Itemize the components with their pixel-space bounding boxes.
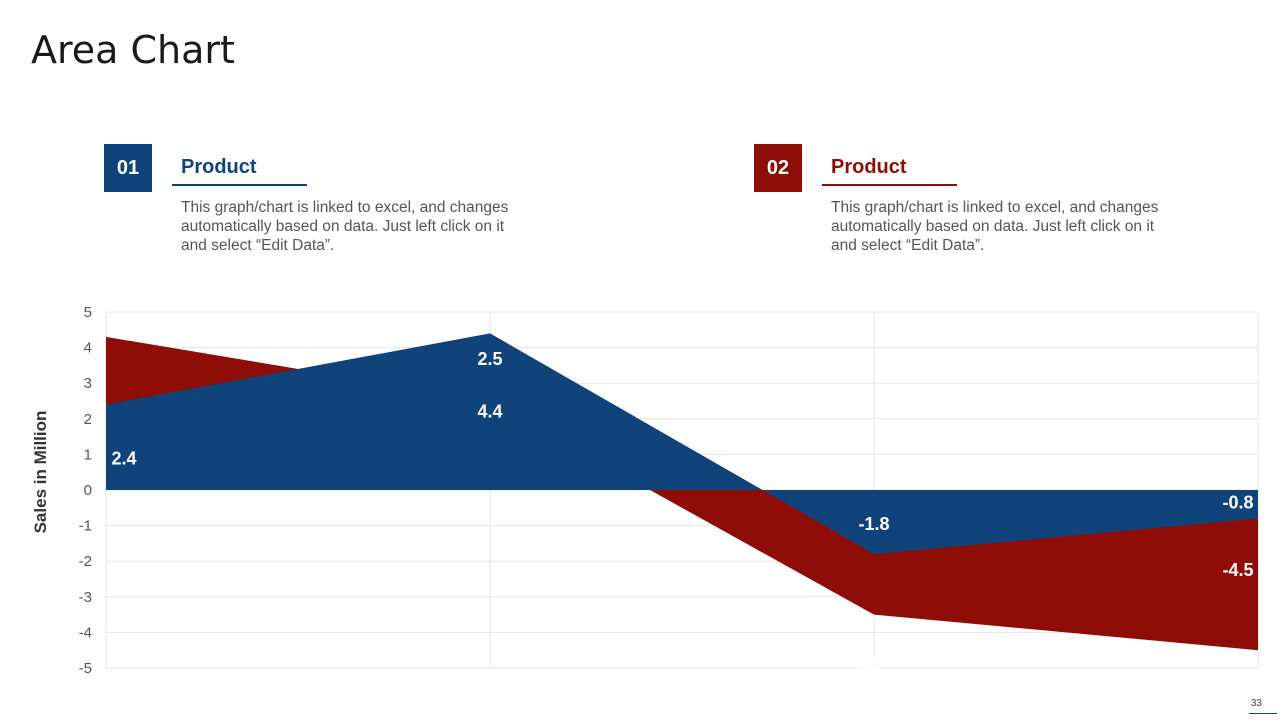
y-tick-label: 1	[84, 446, 92, 463]
card-description: This graph/chart is linked to excel, and…	[831, 199, 1159, 254]
area-series	[106, 333, 1258, 651]
card-description: This graph/chart is linked to excel, and…	[181, 199, 509, 254]
page-number: 33	[1250, 698, 1262, 709]
card-heading-underline	[172, 184, 307, 186]
y-tick-label: 4	[84, 340, 92, 357]
y-tick-label: -1	[79, 518, 92, 535]
y-tick-label: -3	[79, 589, 92, 606]
card-number-badge: 02	[754, 144, 802, 192]
y-tick-label: -5	[79, 660, 92, 677]
y-tick-label: -4	[79, 624, 92, 641]
y-axis-label: Sales in Million	[31, 411, 50, 534]
data-labels: 4.32.5-3.5-4.52.44.4-1.8-0.8	[111, 349, 1253, 675]
y-tick-label: 3	[84, 375, 92, 392]
page-title: Area Chart	[31, 28, 235, 72]
product-card-02: 02 Product This graph/chart is linked to…	[754, 144, 1158, 264]
y-tick-label: -2	[79, 553, 92, 570]
card-heading: Product	[181, 156, 257, 178]
y-axis-ticks: 5 4 3 2 1 0 -1 -2 -3 -4 -5	[79, 304, 92, 677]
card-heading: Product	[831, 156, 907, 178]
data-label: 2.5	[477, 349, 502, 369]
area-product-01	[106, 333, 1258, 555]
y-tick-label: 5	[84, 304, 92, 321]
data-label: -3.5	[850, 655, 881, 675]
data-label: -1.8	[858, 514, 889, 534]
data-label: -4.5	[1222, 560, 1253, 580]
data-label: -0.8	[1222, 492, 1253, 512]
card-number-badge: 01	[104, 144, 152, 192]
product-card-01: 01 Product This graph/chart is linked to…	[104, 144, 508, 264]
y-tick-label: 0	[84, 482, 92, 499]
data-label: 2.4	[111, 449, 136, 469]
page-number-underline	[1249, 713, 1277, 714]
y-tick-label: 2	[84, 411, 92, 428]
data-label: 4.4	[477, 401, 502, 421]
card-heading-underline	[822, 184, 957, 186]
